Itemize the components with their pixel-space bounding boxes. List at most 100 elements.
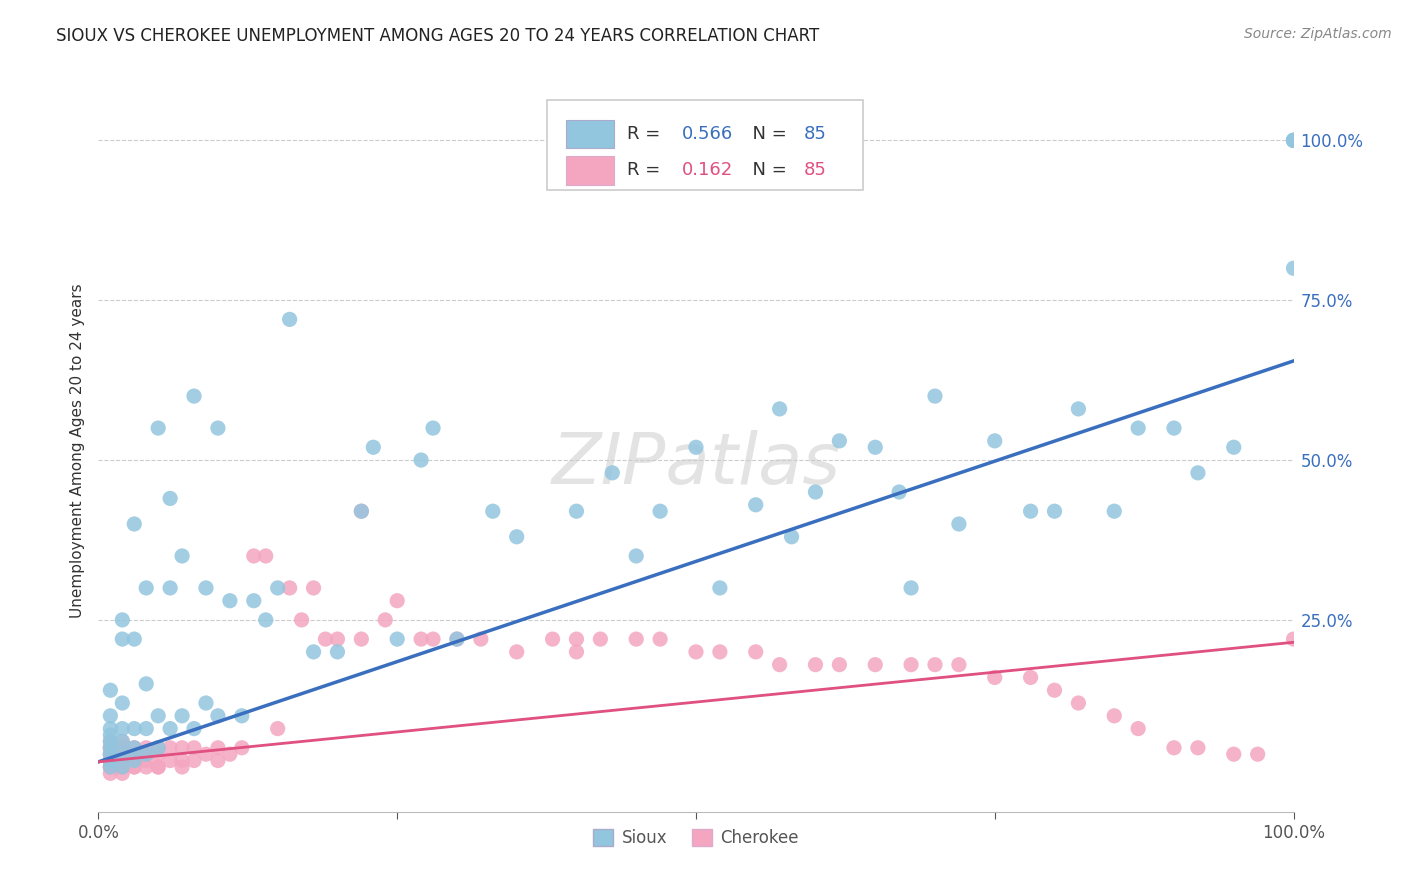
Point [111,734,134,748]
Point [159,491,181,506]
Point [98,766,122,780]
Point [828,434,851,448]
Point [172,549,194,563]
Point [111,740,134,755]
Point [135,754,157,768]
Point [135,677,157,691]
Point [326,632,349,646]
FancyBboxPatch shape [565,120,613,148]
Point [1187,740,1209,755]
Text: Source: ZipAtlas.com: Source: ZipAtlas.com [1244,27,1392,41]
Point [183,389,205,403]
Point [98,734,122,748]
Point [98,683,122,698]
Point [565,632,588,646]
Point [183,722,205,736]
Point [195,747,218,761]
Point [565,645,588,659]
FancyBboxPatch shape [565,156,613,185]
Point [350,504,373,518]
Point [1019,670,1042,684]
Point [111,766,134,780]
Point [768,401,790,416]
Point [183,754,205,768]
Point [626,632,648,646]
Point [589,632,612,646]
Point [804,485,827,500]
Point [124,722,146,736]
Point [111,760,134,774]
Point [422,421,444,435]
Point [111,747,134,761]
Point [124,747,146,761]
Point [111,632,134,646]
Point [648,504,672,518]
Point [302,645,325,659]
Point [135,740,157,755]
Point [148,760,170,774]
Point [135,747,157,761]
Point [828,657,851,672]
Point [98,747,122,761]
Point [135,760,157,774]
Point [924,657,946,672]
Point [1043,683,1066,698]
Point [709,581,731,595]
Point [124,632,146,646]
Point [98,740,122,755]
Point [111,734,134,748]
Point [1282,133,1305,147]
Point [768,657,790,672]
Point [984,434,1007,448]
Y-axis label: Unemployment Among Ages 20 to 24 years: Unemployment Among Ages 20 to 24 years [69,283,84,618]
Point [207,708,229,723]
Point [124,754,146,768]
Point [745,498,768,512]
Point [470,632,492,646]
Point [124,754,146,768]
Point [363,440,385,454]
Text: 0.162: 0.162 [682,161,733,179]
Text: 85: 85 [804,125,827,143]
Point [1223,747,1246,761]
Point [172,754,194,768]
Point [159,722,181,736]
Point [411,632,433,646]
Point [172,760,194,774]
Point [172,708,194,723]
Point [124,516,146,531]
Point [446,632,468,646]
Point [254,549,277,563]
Point [219,747,242,761]
Point [98,760,122,774]
Point [135,581,157,595]
Text: N =: N = [741,161,793,179]
Point [231,740,253,755]
Point [124,760,146,774]
Point [350,504,373,518]
Point [1282,261,1305,276]
Point [506,530,529,544]
Point [124,740,146,755]
Point [745,645,768,659]
Point [900,581,922,595]
Point [207,740,229,755]
Point [111,696,134,710]
Point [1282,133,1305,147]
Point [135,722,157,736]
Point [111,747,134,761]
Point [385,593,409,607]
Point [948,516,970,531]
Point [172,740,194,755]
Point [1067,401,1090,416]
Point [1019,504,1042,518]
Point [1282,133,1305,147]
Text: SIOUX VS CHEROKEE UNEMPLOYMENT AMONG AGES 20 TO 24 YEARS CORRELATION CHART: SIOUX VS CHEROKEE UNEMPLOYMENT AMONG AGE… [56,27,820,45]
Point [900,657,922,672]
Point [195,696,218,710]
Point [98,747,122,761]
Point [685,645,707,659]
Point [602,466,624,480]
Point [231,708,253,723]
Point [780,530,803,544]
